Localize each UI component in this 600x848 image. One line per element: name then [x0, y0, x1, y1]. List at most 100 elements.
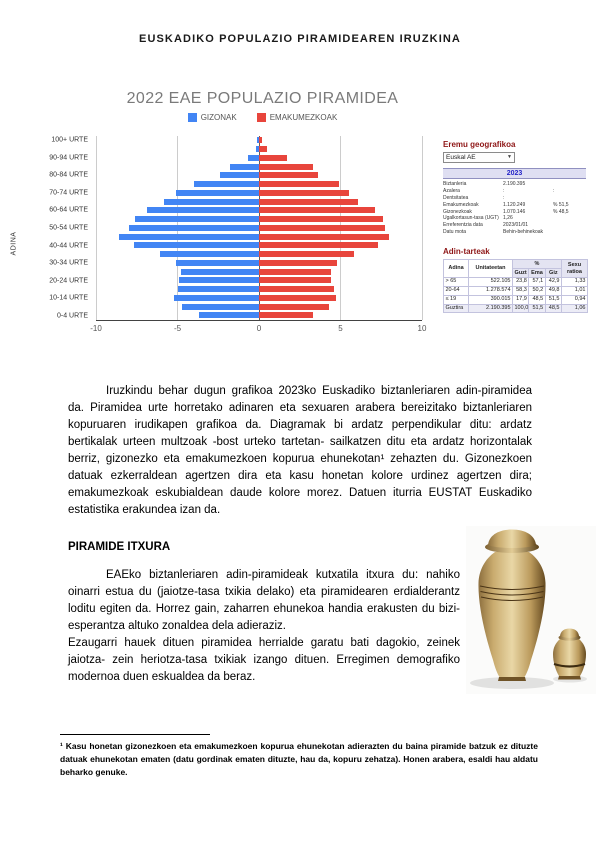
geo-stat-label: Gizonezkoak	[443, 208, 472, 215]
bar-female-35-39	[259, 251, 354, 258]
age-table-cell: 17,9	[511, 294, 530, 305]
bar-female-25-29	[259, 268, 331, 275]
pyramid-row-50-54	[96, 224, 422, 233]
y-tick-90-94: 90-94 URTE	[49, 154, 88, 162]
geo-stat-row: Ugalkortasun-tasa (UGT) 1,26	[443, 215, 586, 222]
bar-male-30-34	[175, 259, 259, 266]
bar-female-5-9	[259, 303, 330, 310]
geo-stats-rows: Biztanleria 2.190.395 Azalera:: Dentsitatea…	[443, 181, 586, 236]
urns-illustration	[466, 526, 596, 694]
age-table-cell: 390.015	[468, 294, 513, 305]
legend-label-men: GIZONAK	[200, 113, 237, 122]
bar-male-5-9	[182, 303, 259, 310]
bar-male-80-84	[219, 172, 259, 179]
bar-male-10-14	[174, 294, 259, 301]
bar-female-95-99	[259, 146, 268, 153]
page-title: EUSKADIKO POPULAZIO PIRAMIDEAREN IRUZKIN…	[139, 33, 461, 45]
age-table-cell: 49,8	[544, 285, 563, 296]
bar-male-70-74	[175, 189, 259, 196]
bar-male-100+	[257, 137, 259, 144]
pyramid-row-10-14	[96, 294, 422, 303]
age-table-cell: > 65	[443, 276, 469, 287]
paragraph-shape: EAEko biztanleriaren adin-piramideak kut…	[68, 569, 460, 632]
piramide-itxura-section: PIRAMIDE ITXURA EAEko biztanleriaren adi…	[68, 541, 532, 686]
age-table-cell: 1,01	[561, 285, 588, 296]
population-pyramid-chart: 2022 EAE POPULAZIO PIRAMIDEA GIZONAK EMA…	[10, 90, 450, 360]
legend-label-women: EMAKUMEZKOAK	[269, 113, 338, 122]
age-table-cell: ≤ 19	[443, 294, 469, 305]
bar-female-30-34	[259, 259, 338, 266]
gridline	[421, 136, 423, 320]
geo-stat-label: Biztanleria	[443, 181, 467, 187]
geo-stat-value: :	[503, 194, 505, 201]
bar-male-85-89	[229, 163, 259, 170]
sub-header-row: Guzt Ema Giz	[444, 268, 588, 278]
bar-male-65-69	[164, 198, 259, 205]
x-tick-0: 0	[256, 324, 262, 333]
chart-title: 2022 EAE POPULAZIO PIRAMIDEA	[126, 90, 399, 107]
bar-female-50-54	[259, 224, 385, 231]
age-table-cell: 58,3	[511, 285, 530, 296]
chevron-down-icon: ▼	[507, 154, 512, 160]
geo-stat-extra: :	[553, 187, 555, 194]
bar-male-0-4	[198, 312, 259, 319]
legend-item-women: EMAKUMEZKOAK	[256, 113, 338, 122]
pyramid-row-15-19	[96, 285, 422, 294]
pyramid-row-55-59	[96, 215, 422, 224]
geo-stat-row: Biztanleria 2.190.395	[443, 181, 586, 188]
col-header-guzt: Guzt	[511, 268, 530, 278]
age-table-cell: 1.278.574	[468, 285, 513, 296]
x-axis-tick-labels: -10 -5 0 5 10	[90, 324, 426, 336]
bar-female-65-69	[259, 198, 359, 205]
geo-stat-label: Erreferentzia data	[443, 222, 483, 229]
geo-stat-row: Dentsitatea:	[443, 195, 586, 202]
bar-male-40-44	[133, 242, 259, 249]
bar-male-75-79	[193, 181, 259, 188]
geo-stats-panel: Eremu geografikoa Euskal AE ▼ 2023 Bizta…	[443, 140, 588, 314]
geo-stat-row: Datu mota Behin-behinekoak	[443, 229, 586, 236]
geo-panel-title: Eremu geografikoa	[443, 140, 516, 149]
bar-female-0-4	[259, 312, 313, 319]
bar-female-70-74	[259, 189, 349, 196]
pyramid-row-35-39	[96, 250, 422, 259]
bar-male-90-94	[247, 154, 259, 161]
age-table-cell: 42,9	[544, 276, 563, 287]
region-dropdown[interactable]: Euskal AE ▼	[443, 152, 515, 163]
age-table-cell: 51,5	[528, 303, 546, 314]
age-table-cell: 48,5	[544, 303, 563, 314]
pyramid-row-0-4	[96, 311, 422, 320]
x-tick--5: -5	[173, 324, 182, 333]
y-axis-tick-labels: 100+ URTE 90-94 URTE 80-84 URTE 70-74 URTE 6…	[20, 136, 91, 320]
age-table-cell: Guztira	[443, 303, 469, 314]
geo-stat-row: Emakumezkoak 1.120.249 % 51,5	[443, 202, 586, 209]
age-table-cell: 100,0	[511, 303, 530, 314]
geo-stat-row: Erreferentzia data 2023/01/01	[443, 222, 586, 229]
legend-swatch-red	[256, 113, 266, 122]
col-header-adina: Adina	[443, 259, 469, 278]
y-tick-30-34: 30-34 URTE	[49, 259, 88, 267]
chart-legend: GIZONAK EMAKUMEZKOAK	[75, 113, 450, 122]
bar-male-55-59	[135, 216, 259, 223]
y-tick-100+: 100+ URTE	[51, 136, 88, 144]
bar-female-20-24	[259, 277, 331, 284]
x-tick-10: 10	[417, 324, 427, 333]
bar-female-100+	[259, 137, 263, 144]
legend-swatch-blue	[187, 113, 197, 122]
pyramid-row-5-9	[96, 302, 422, 311]
footnote-text: ¹ Kasu honetan gizonezkoen eta emakumezk…	[60, 741, 538, 777]
bar-female-55-59	[259, 216, 383, 223]
bar-male-20-24	[179, 277, 259, 284]
geo-stat-label: Emakumezkoak	[443, 201, 479, 208]
bar-male-35-39	[159, 251, 259, 258]
pyramid-row-60-64	[96, 206, 422, 215]
age-table-cell: 51,5	[544, 294, 563, 305]
age-table-cell: 522.105	[468, 276, 513, 287]
year-header: 2023	[443, 168, 586, 179]
geo-stat-value: 1.120.249	[503, 201, 526, 208]
age-table-cell: 57,1	[528, 276, 546, 287]
geo-stat-label: Azalera	[443, 187, 460, 194]
age-table-cell: 0,94	[561, 294, 588, 305]
bar-female-40-44	[259, 242, 378, 249]
col-header-ema: Ema	[528, 268, 546, 278]
y-tick-70-74: 70-74 URTE	[49, 189, 88, 197]
